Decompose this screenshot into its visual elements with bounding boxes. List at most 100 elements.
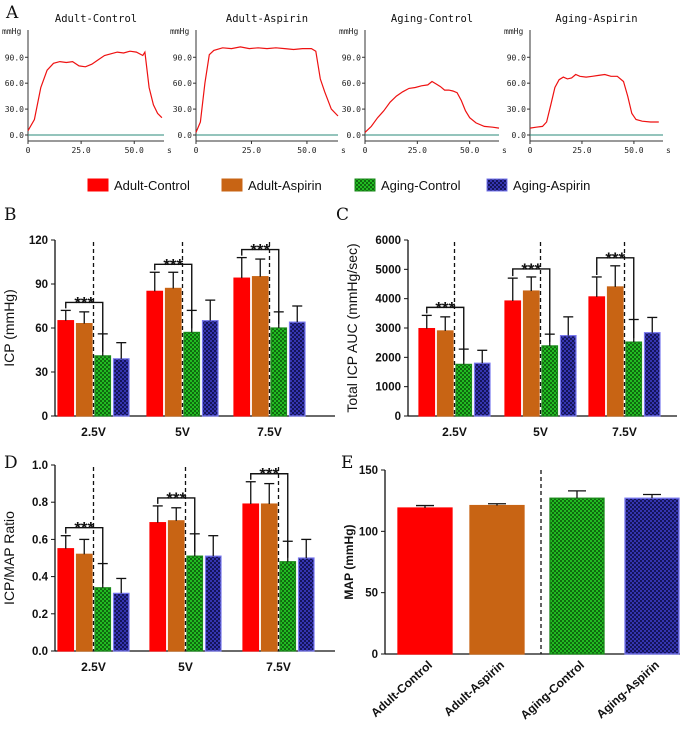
significance-stars: ***	[74, 519, 94, 538]
time-unit-label: s	[167, 146, 172, 155]
bar	[624, 497, 680, 655]
y-tick-label: 0	[395, 411, 401, 423]
y-axis-title: ICP/MAP Ratio	[1, 511, 17, 605]
category-label: 5V	[533, 425, 548, 439]
category-label: 2.5V	[81, 660, 106, 674]
y-tick-label: 0	[372, 649, 378, 661]
significance-bracket	[426, 306, 465, 361]
bar	[94, 587, 112, 652]
y-tick-label: 30.0	[507, 105, 526, 114]
y-tick-label: 1000	[375, 382, 401, 394]
y-tick-label: 0.4	[32, 572, 49, 584]
legend-label: Adult-Control	[114, 178, 190, 193]
legend-item: Adult-Aspirin	[221, 178, 322, 193]
x-tick-label: 25.0	[242, 146, 261, 155]
y-tick-label: 0.2	[32, 609, 48, 621]
panel-d-ratio-chart: 0.0 0.2 0.4 0.6 0.8 1.0 ICP/MAP Ratio 2.5V *** 5V…	[1, 460, 335, 674]
category-label: Aging-Aspirin	[594, 658, 662, 721]
category-label: Adult-Control	[368, 658, 435, 720]
bar	[288, 321, 306, 417]
y-tick-label: 60.0	[5, 79, 24, 88]
y-tick-label: 150	[359, 465, 378, 477]
y-tick-label: 60	[35, 323, 48, 335]
category-label: 5V	[178, 660, 193, 674]
panel-label-a: A	[5, 3, 19, 23]
bar	[112, 592, 130, 652]
y-tick-label: 30.0	[5, 105, 24, 114]
significance-bracket	[512, 268, 551, 342]
pressure-trace	[364, 80, 500, 133]
time-unit-label: s	[502, 146, 507, 155]
bar	[588, 296, 606, 417]
bar	[297, 557, 315, 652]
significance-stars: ***	[166, 489, 186, 508]
bar	[625, 341, 643, 417]
y-tick-label: 0.0	[10, 131, 25, 140]
bar	[606, 286, 624, 417]
y-tick-label: 90.0	[5, 53, 24, 62]
significance-bracket	[596, 257, 635, 339]
panel-b-icp-chart: 0 30 60 90 120 ICP (mmHg) 2.5V *** 5V *** 7.5V ***	[1, 235, 335, 439]
bar	[251, 276, 269, 417]
y-tick-label: 0	[42, 411, 48, 423]
category-label: 5V	[175, 425, 190, 439]
pressure-trace	[195, 46, 339, 133]
y-tick-label: 0.6	[32, 534, 48, 546]
bar	[436, 330, 454, 417]
panel-e-map-chart: 0 50 100 150 MAP (mmHg) Adult-Control Adult-As…	[342, 465, 680, 722]
category-label: Adult-Aspirin	[441, 658, 507, 719]
y-tick-label: 90.0	[507, 53, 526, 62]
bar	[57, 320, 75, 417]
trace-title: Adult-Aspirin	[226, 13, 308, 25]
y-tick-label: 60.0	[173, 79, 192, 88]
trace-panel-2: Adult-Aspirin mmHg s 0.0 30.0 60.0 90.0 0 25.0 50…	[170, 13, 346, 155]
bar	[397, 507, 453, 655]
unit-label: mmHg	[339, 27, 358, 36]
x-tick-label: 0	[363, 146, 368, 155]
y-tick-label: 90.0	[342, 53, 361, 62]
bar	[279, 561, 297, 652]
y-tick-label: 50	[365, 588, 378, 600]
bar	[186, 555, 204, 652]
significance-stars: ***	[74, 293, 94, 312]
legend-swatch	[87, 178, 109, 192]
trace-title: Aging-Aspirin	[555, 13, 637, 25]
bar	[549, 497, 605, 655]
significance-stars: ***	[521, 260, 541, 279]
bar	[167, 520, 185, 652]
bar	[94, 355, 112, 417]
trace-panel-4: Aging-Aspirin mmHg s 0.0 30.0 60.0 90.0 0 25.0 50…	[504, 13, 671, 155]
unit-label: mmHg	[504, 27, 523, 36]
category-label: 7.5V	[257, 425, 282, 439]
y-tick-label: 30.0	[173, 105, 192, 114]
legend-item: Adult-Control	[87, 178, 190, 193]
bar	[75, 553, 93, 652]
y-tick-label: 2000	[375, 352, 401, 364]
category-label: 2.5V	[81, 425, 106, 439]
significance-stars: ***	[250, 241, 270, 260]
bar	[242, 503, 260, 652]
legend-label: Aging-Control	[381, 178, 461, 193]
significance-bracket	[241, 248, 280, 324]
bar	[146, 290, 164, 417]
legend-label: Aging-Aspirin	[513, 178, 590, 193]
legend-swatch	[354, 178, 376, 192]
bar	[183, 331, 201, 417]
significance-bracket	[65, 526, 104, 584]
bar	[260, 503, 278, 652]
y-tick-label: 60.0	[507, 79, 526, 88]
significance-bracket	[157, 497, 196, 553]
x-tick-label: 0	[194, 146, 199, 155]
category-label: 7.5V	[612, 425, 637, 439]
pressure-trace	[27, 50, 163, 131]
x-tick-label: 50.0	[624, 146, 643, 155]
significance-stars: ***	[605, 249, 625, 268]
x-tick-label: 0	[26, 146, 31, 155]
panel-label-c: C	[336, 205, 349, 225]
bar	[57, 548, 75, 652]
y-tick-label: 0.0	[32, 646, 48, 658]
bar	[233, 277, 251, 417]
bar	[75, 323, 93, 417]
